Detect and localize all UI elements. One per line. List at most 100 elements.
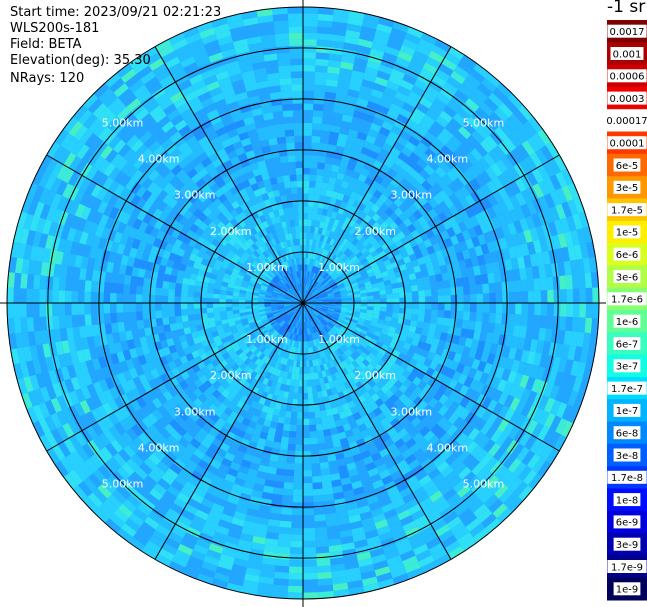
range-gate	[504, 258, 513, 271]
range-gate	[406, 247, 415, 256]
range-gate	[347, 508, 360, 517]
range-gate	[345, 314, 353, 319]
range-gate	[404, 454, 417, 465]
range-gate	[402, 255, 412, 264]
range-gate	[264, 341, 271, 348]
range-gate	[175, 282, 183, 291]
range-gate	[380, 212, 390, 222]
range-gate	[347, 89, 360, 98]
range-gate	[307, 341, 310, 348]
range-gate	[423, 282, 431, 291]
range-gate	[180, 303, 188, 310]
range-gate	[316, 214, 322, 222]
range-gate	[396, 135, 409, 147]
range-gate	[337, 282, 345, 288]
range-gate	[374, 566, 391, 577]
range-gate	[368, 246, 376, 254]
range-gate	[550, 262, 559, 277]
range-gate	[258, 504, 271, 513]
range-gate	[446, 169, 458, 182]
range-gate	[346, 182, 356, 192]
range-gate	[415, 102, 430, 115]
range-gate	[474, 274, 483, 285]
range-gate	[449, 457, 463, 471]
range-gate	[26, 274, 35, 289]
range-gate	[525, 215, 536, 230]
range-gate	[208, 508, 223, 520]
range-gate	[582, 226, 593, 243]
range-gate	[214, 497, 227, 508]
range-gate	[308, 314, 312, 321]
range-gate	[303, 32, 318, 40]
range-gate	[560, 303, 567, 317]
range-gate	[578, 211, 589, 229]
range-gate	[477, 340, 486, 352]
range-gate	[491, 376, 502, 390]
range-gate	[288, 352, 293, 360]
range-gate	[326, 388, 333, 397]
range-gate	[526, 351, 536, 365]
range-gate	[397, 403, 408, 413]
range-gate	[123, 312, 131, 322]
range-gate	[559, 316, 567, 331]
range-gate	[353, 350, 361, 358]
range-gate	[454, 503, 469, 517]
range-gate	[476, 303, 484, 313]
range-gate	[412, 146, 425, 158]
range-gate	[561, 168, 574, 186]
range-gate	[155, 279, 164, 289]
range-gate	[366, 60, 381, 71]
range-gate	[295, 444, 303, 451]
range-gate	[319, 269, 324, 276]
range-gate	[339, 383, 347, 392]
range-gate	[313, 365, 318, 373]
range-gate	[380, 417, 390, 428]
range-gate	[229, 570, 246, 580]
range-gate	[232, 299, 239, 303]
range-gate	[261, 491, 273, 500]
range-gate	[303, 155, 311, 162]
range-gate	[216, 417, 226, 428]
range-gate	[292, 347, 296, 354]
range-gate	[492, 203, 503, 217]
range-gate	[344, 394, 353, 403]
range-gate	[355, 276, 364, 283]
range-gate	[406, 350, 415, 359]
range-gate	[310, 226, 316, 234]
range-gate	[397, 167, 409, 178]
range-gate	[339, 314, 346, 320]
range-gate	[406, 475, 419, 487]
range-gate	[194, 313, 202, 321]
range-gate	[190, 470, 204, 482]
range-gate	[293, 476, 303, 484]
range-gate	[380, 178, 390, 189]
range-gate	[142, 294, 149, 303]
range-gate	[222, 507, 236, 518]
range-gate	[427, 387, 438, 398]
range-gate	[290, 372, 296, 380]
range-gate	[300, 309, 302, 316]
range-gate	[338, 355, 345, 363]
range-gate	[390, 68, 406, 80]
range-gate	[113, 508, 129, 523]
range-gate	[257, 367, 265, 376]
range-gate	[460, 537, 477, 552]
range-gate	[418, 38, 435, 51]
range-gate	[356, 373, 364, 382]
range-gate	[375, 208, 385, 217]
range-gate	[65, 278, 73, 291]
range-gate	[323, 342, 329, 349]
range-gate	[277, 342, 283, 349]
range-gate	[473, 369, 484, 382]
range-gate	[299, 309, 302, 316]
range-gate	[343, 107, 355, 117]
range-gate	[344, 225, 353, 233]
range-gate	[384, 225, 393, 235]
range-gate	[182, 321, 190, 329]
range-gate	[209, 459, 222, 470]
range-gate	[331, 118, 342, 127]
range-gate	[155, 295, 162, 303]
range-gate	[383, 173, 394, 184]
range-gate	[513, 109, 528, 125]
range-gate	[297, 321, 300, 329]
